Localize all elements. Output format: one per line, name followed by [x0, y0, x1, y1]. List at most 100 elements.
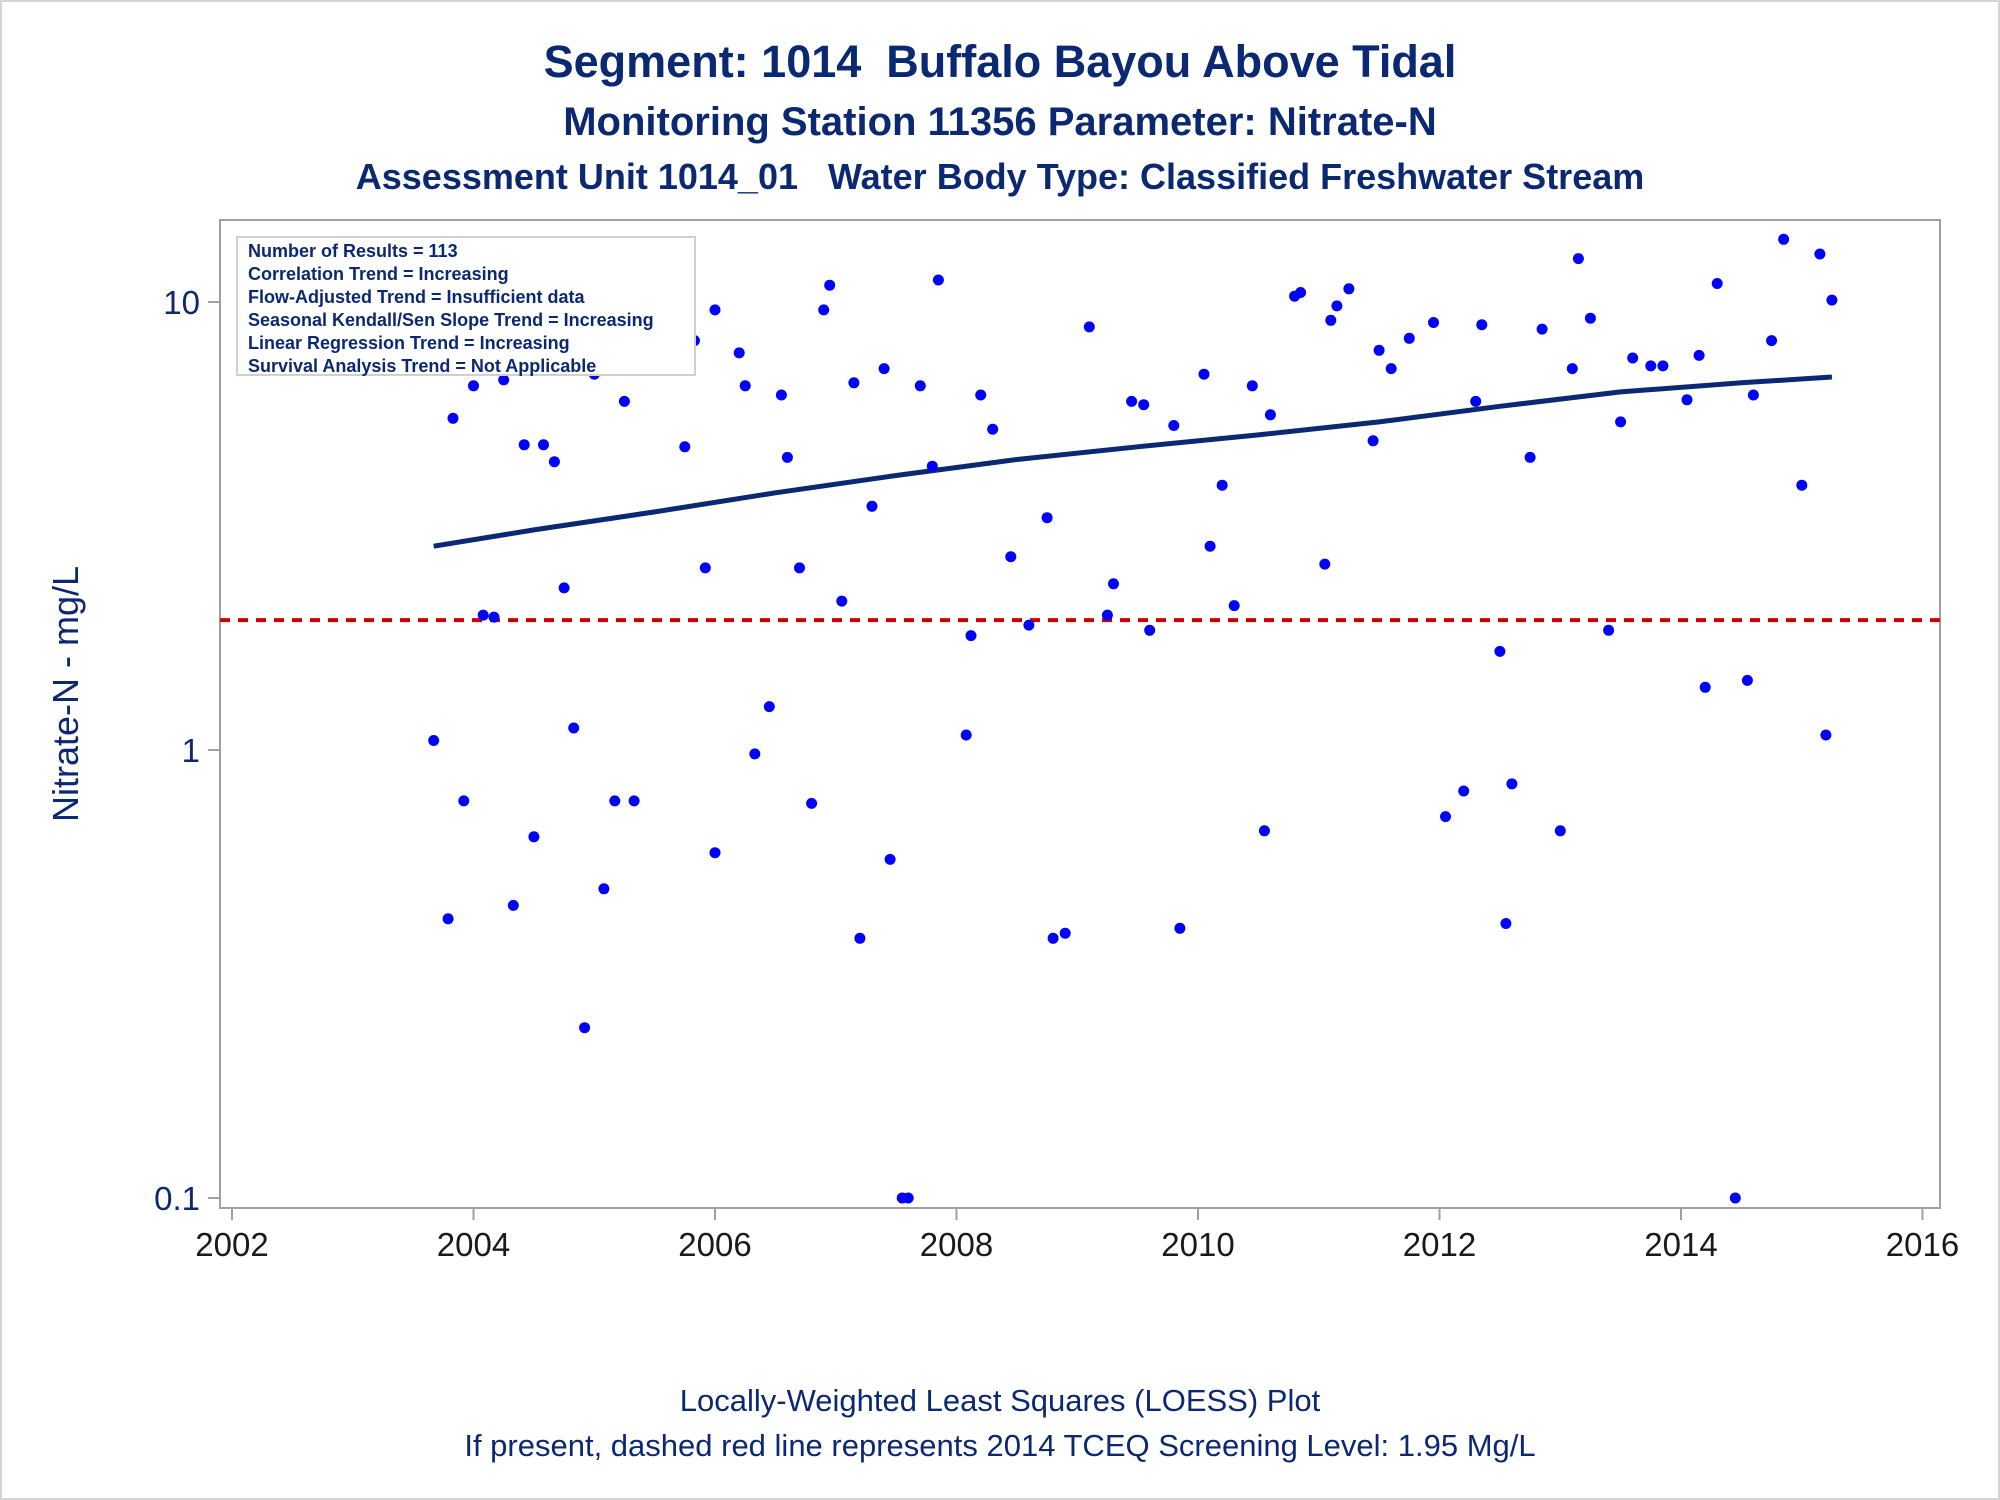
data-point: [488, 611, 500, 623]
data-point: [1126, 395, 1138, 407]
data-point: [1373, 344, 1385, 356]
data-point: [794, 562, 805, 574]
x-tick-label: 2010: [1161, 1226, 1234, 1263]
data-point: [442, 913, 454, 925]
data-point: [965, 630, 977, 642]
data-point: [1741, 674, 1753, 686]
data-point: [1729, 1192, 1741, 1204]
stat-survival-analysis-trend: Survival Analysis Trend = Not Applicable: [248, 356, 597, 376]
data-point: [507, 899, 519, 911]
x-tick-label: 2004: [437, 1226, 510, 1263]
data-point: [854, 932, 866, 944]
data-point: [1826, 294, 1838, 306]
data-point: [1554, 825, 1566, 837]
data-point: [824, 279, 836, 291]
data-point: [598, 883, 610, 895]
x-tick-label: 2012: [1403, 1226, 1476, 1263]
stat-seasonal-kendall-trend: Seasonal Kendall/Sen Slope Trend = Incre…: [248, 310, 654, 330]
y-axis-label: Nitrate-N - mg/L: [45, 566, 86, 822]
data-point: [468, 380, 479, 392]
data-point: [806, 797, 818, 809]
data-point: [1204, 540, 1216, 552]
x-tick-label: 2016: [1886, 1226, 1959, 1263]
data-point: [1385, 363, 1397, 375]
data-point: [1566, 363, 1578, 375]
data-point: [1778, 233, 1790, 245]
data-point: [1711, 278, 1723, 289]
data-point: [709, 304, 721, 316]
data-point: [1168, 420, 1180, 431]
data-point: [1524, 451, 1536, 463]
data-point: [1615, 416, 1627, 428]
data-point: [1138, 399, 1150, 411]
footnote-loess: Locally-Weighted Least Squares (LOESS) P…: [679, 1383, 1321, 1418]
data-point: [1047, 932, 1059, 944]
data-point: [1584, 312, 1596, 324]
chart-title: Segment: 1014 Buffalo Bayou Above Tidal: [543, 36, 1457, 87]
data-point: [709, 847, 721, 859]
data-point: [618, 395, 630, 407]
data-point: [1198, 368, 1210, 380]
chart-subtitle-assessment: Assessment Unit 1014_01 Water Body Type:…: [355, 156, 1645, 197]
data-point: [628, 795, 640, 807]
data-point: [1506, 778, 1518, 790]
data-point: [775, 389, 787, 401]
data-point: [518, 439, 530, 451]
data-point: [1428, 317, 1439, 328]
data-point: [926, 460, 938, 472]
data-point: [1645, 360, 1657, 372]
plot-area: [219, 219, 1941, 1209]
data-point: [428, 735, 440, 746]
data-point: [884, 853, 896, 865]
data-point: [1814, 248, 1826, 260]
stat-number-of-results: Number of Results = 113: [248, 241, 458, 261]
data-point: [1246, 380, 1258, 392]
stat-correlation-trend: Correlation Trend = Increasing: [248, 264, 509, 284]
data-point: [739, 380, 751, 392]
data-point: [733, 347, 745, 359]
data-point: [1228, 600, 1240, 612]
data-point: [1458, 785, 1470, 797]
data-point: [579, 1022, 591, 1034]
data-point: [932, 274, 944, 286]
data-point: [914, 380, 926, 392]
data-point: [1681, 394, 1693, 406]
data-point: [1470, 395, 1482, 407]
data-point: [1041, 512, 1053, 524]
data-point: [548, 456, 560, 468]
data-point: [1023, 619, 1035, 631]
data-point: [1766, 335, 1778, 347]
data-point: [1796, 479, 1808, 491]
data-point: [528, 831, 540, 843]
data-point: [1325, 314, 1337, 326]
plot-border: [219, 219, 1941, 1209]
data-point: [1083, 321, 1095, 333]
y-tick-label: 1: [182, 732, 200, 769]
data-point: [763, 701, 775, 713]
data-point: [1367, 435, 1379, 447]
data-point: [498, 374, 510, 386]
data-point: [1343, 283, 1355, 295]
y-tick-label: 10: [163, 284, 200, 321]
x-tick-label: 2014: [1644, 1226, 1717, 1263]
data-point: [1500, 918, 1512, 929]
data-point: [749, 748, 761, 760]
data-point: [1476, 319, 1488, 331]
data-point: [848, 377, 860, 389]
data-point: [477, 609, 489, 621]
x-tick-label: 2008: [920, 1226, 993, 1263]
data-point: [609, 795, 621, 807]
data-point: [679, 441, 691, 453]
data-point: [818, 304, 830, 316]
data-point: [1319, 558, 1331, 570]
data-point: [1603, 624, 1615, 636]
data-point: [1627, 352, 1639, 364]
trend-statistics-box: Number of Results = 113 Correlation Tren…: [236, 236, 696, 376]
data-point: [878, 363, 890, 375]
stat-linear-regression-trend: Linear Regression Trend = Increasing: [248, 333, 570, 353]
data-point: [1144, 624, 1156, 636]
data-point: [447, 412, 459, 424]
data-point: [1536, 323, 1548, 335]
data-point: [1494, 645, 1506, 657]
